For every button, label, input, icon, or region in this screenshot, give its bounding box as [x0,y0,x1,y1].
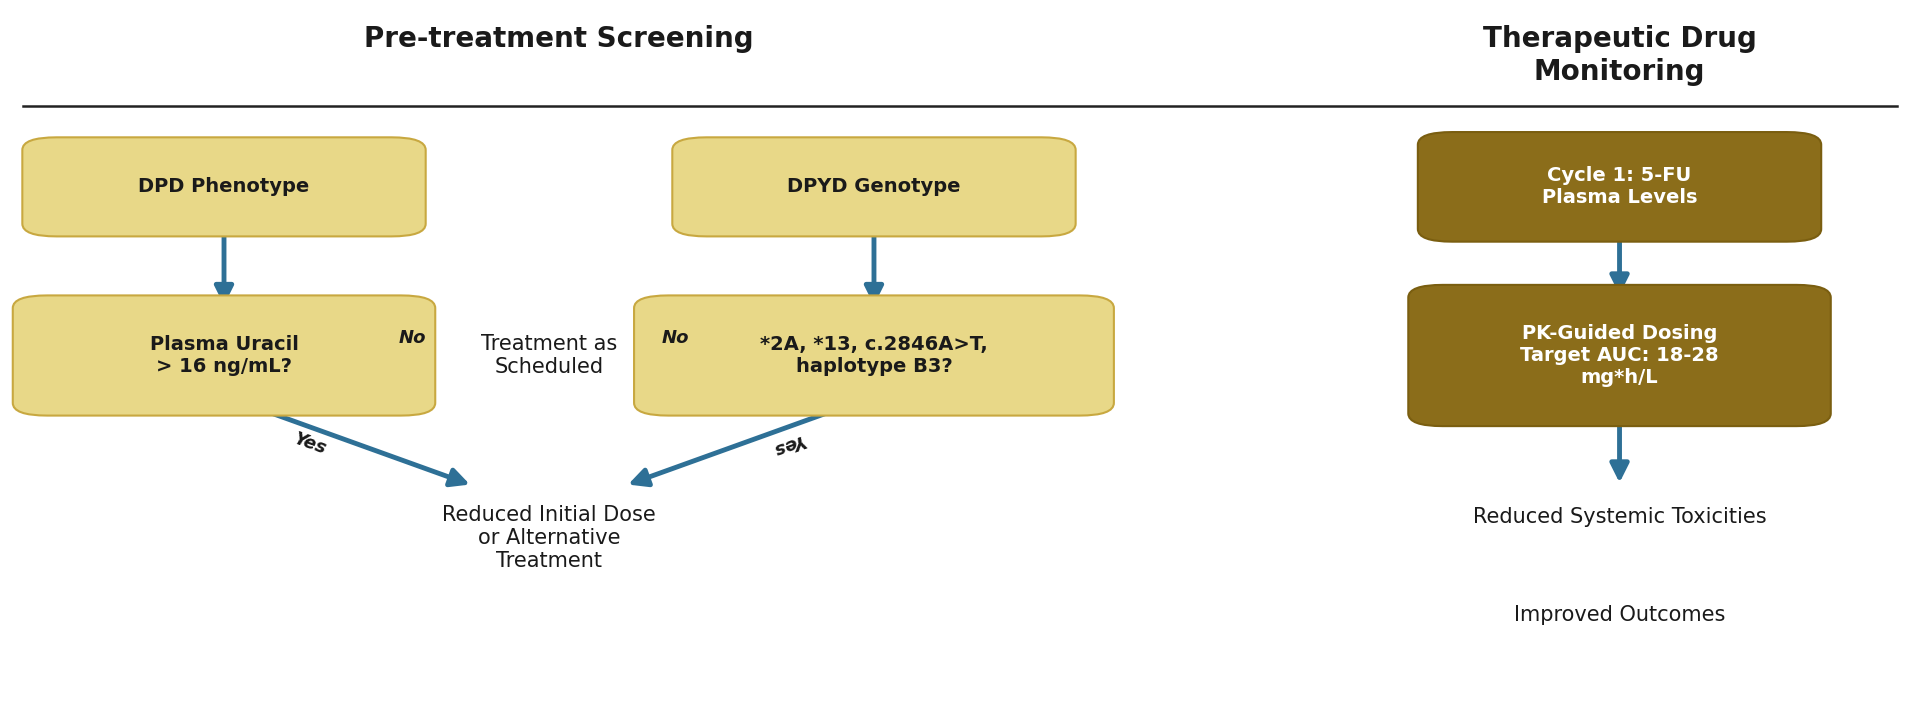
FancyBboxPatch shape [634,296,1114,415]
Text: DPYD Genotype: DPYD Genotype [787,177,960,196]
Text: PK-Guided Dosing
Target AUC: 18-28
mg*h/L: PK-Guided Dosing Target AUC: 18-28 mg*h/… [1521,324,1718,387]
Text: Yes: Yes [770,430,806,459]
Text: Treatment as
Scheduled: Treatment as Scheduled [480,334,616,377]
Text: Yes: Yes [292,430,328,459]
Text: Reduced Initial Dose
or Alternative
Treatment: Reduced Initial Dose or Alternative Trea… [442,505,657,572]
Text: Reduced Systemic Toxicities: Reduced Systemic Toxicities [1473,507,1766,527]
Text: No: No [662,329,689,347]
FancyBboxPatch shape [1407,285,1832,426]
Text: Pre-treatment Screening: Pre-treatment Screening [363,26,753,53]
Text: DPD Phenotype: DPD Phenotype [138,177,309,196]
Text: Improved Outcomes: Improved Outcomes [1513,606,1726,626]
Text: *2A, *13, c.2846A>T,
haplotype B3?: *2A, *13, c.2846A>T, haplotype B3? [760,335,989,376]
Text: Plasma Uracil
> 16 ng/mL?: Plasma Uracil > 16 ng/mL? [150,335,298,376]
FancyBboxPatch shape [672,137,1075,236]
FancyBboxPatch shape [1417,132,1822,242]
Text: Cycle 1: 5-FU
Plasma Levels: Cycle 1: 5-FU Plasma Levels [1542,166,1697,208]
Text: No: No [399,329,426,347]
Text: Therapeutic Drug
Monitoring: Therapeutic Drug Monitoring [1482,26,1757,85]
FancyBboxPatch shape [13,296,436,415]
FancyBboxPatch shape [23,137,426,236]
